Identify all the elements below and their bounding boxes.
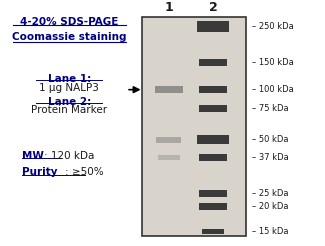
FancyBboxPatch shape: [199, 203, 227, 210]
Text: – 150 kDa: – 150 kDa: [253, 58, 294, 67]
FancyBboxPatch shape: [199, 105, 227, 112]
Text: Coomassie staining: Coomassie staining: [12, 32, 127, 42]
Text: Lane 2:: Lane 2:: [48, 97, 91, 107]
Text: – 20 kDa: – 20 kDa: [253, 202, 289, 211]
FancyBboxPatch shape: [197, 21, 229, 32]
Text: Purity: Purity: [22, 167, 58, 177]
Text: 2: 2: [209, 1, 217, 15]
FancyBboxPatch shape: [202, 229, 224, 234]
Text: – 15 kDa: – 15 kDa: [253, 227, 289, 236]
FancyBboxPatch shape: [156, 137, 181, 143]
Text: : ≥50%: : ≥50%: [65, 167, 103, 177]
Text: Lane 1:: Lane 1:: [48, 74, 91, 84]
Text: – 50 kDa: – 50 kDa: [253, 135, 289, 144]
Text: Protein Marker: Protein Marker: [31, 105, 108, 115]
Text: – 250 kDa: – 250 kDa: [253, 22, 294, 31]
Text: – 37 kDa: – 37 kDa: [253, 153, 289, 162]
Text: – 100 kDa: – 100 kDa: [253, 85, 294, 94]
Text: : 120 kDa: : 120 kDa: [44, 151, 95, 161]
FancyBboxPatch shape: [199, 154, 227, 161]
FancyBboxPatch shape: [199, 86, 227, 93]
FancyBboxPatch shape: [142, 17, 246, 236]
Text: MW: MW: [22, 151, 44, 161]
Text: – 75 kDa: – 75 kDa: [253, 104, 289, 113]
Text: 1: 1: [164, 1, 173, 15]
FancyBboxPatch shape: [199, 59, 227, 66]
FancyBboxPatch shape: [197, 135, 229, 144]
FancyBboxPatch shape: [199, 190, 227, 197]
Text: 4-20% SDS-PAGE: 4-20% SDS-PAGE: [20, 17, 119, 27]
Text: 1 μg NALP3: 1 μg NALP3: [39, 82, 99, 92]
FancyBboxPatch shape: [155, 86, 183, 93]
Text: – 25 kDa: – 25 kDa: [253, 189, 289, 198]
FancyBboxPatch shape: [158, 155, 180, 160]
